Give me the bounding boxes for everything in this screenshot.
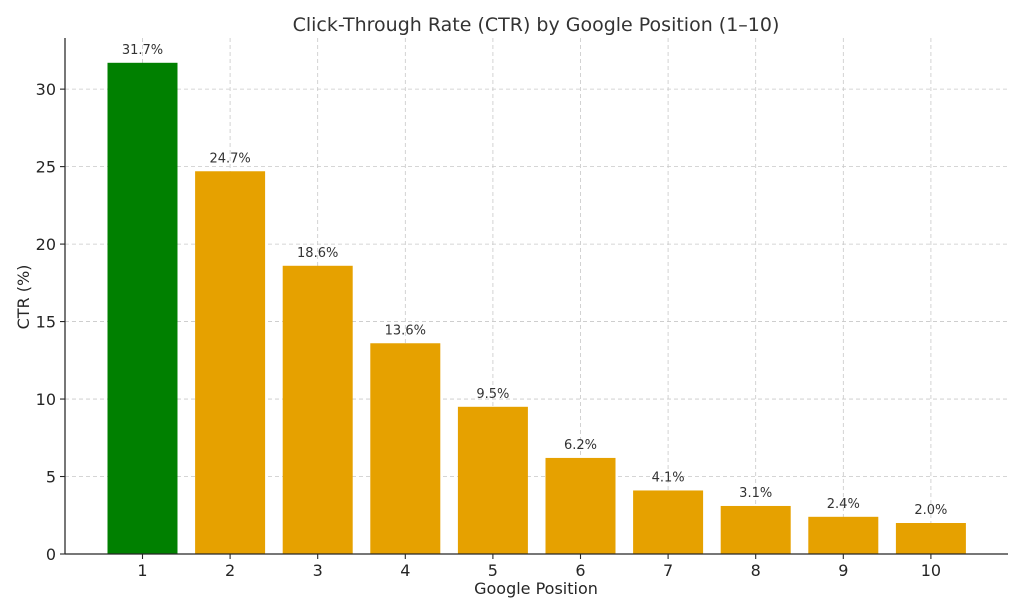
- data-labels: 31.7% 24.7% 18.6% 13.6% 9.5% 6.2% 4.1% 3.1% 2.4%…: [122, 43, 948, 518]
- x-tick-label-10: 10: [921, 561, 941, 580]
- y-tick-label-5: 5: [46, 468, 56, 487]
- bar-position-10: [895, 523, 966, 554]
- x-tick-label-5: 5: [488, 561, 498, 580]
- bar-position-2: [195, 171, 266, 554]
- data-label-position-6: 6.2%: [564, 438, 597, 453]
- axes: 0 5 10 15 20 25 30 1 2 3 4 5 6 7 8 9 10: [36, 38, 1008, 580]
- data-label-position-10: 2.0%: [914, 503, 947, 518]
- x-tick-label-7: 7: [663, 561, 673, 580]
- bar-position-8: [720, 505, 791, 554]
- x-axis-label: Google Position: [474, 579, 598, 598]
- bar-position-6: [545, 457, 616, 554]
- data-label-position-4: 13.6%: [385, 323, 426, 338]
- y-tick-label-15: 15: [36, 313, 56, 332]
- y-tick-label-30: 30: [36, 80, 56, 99]
- y-tick-label-0: 0: [46, 545, 56, 564]
- x-tick-label-9: 9: [838, 561, 848, 580]
- y-tick-label-20: 20: [36, 235, 56, 254]
- data-label-position-2: 24.7%: [209, 151, 250, 166]
- bar-position-3: [282, 265, 353, 554]
- x-tick-label-6: 6: [575, 561, 585, 580]
- bar-position-7: [633, 490, 704, 554]
- data-label-position-8: 3.1%: [739, 486, 772, 501]
- y-tick-label-25: 25: [36, 158, 56, 177]
- y-tick-label-10: 10: [36, 390, 56, 409]
- data-label-position-3: 18.6%: [297, 246, 338, 261]
- x-tick-label-1: 1: [137, 561, 147, 580]
- data-label-position-9: 2.4%: [827, 497, 860, 512]
- x-tick-label-4: 4: [400, 561, 410, 580]
- bar-position-5: [457, 406, 528, 554]
- x-tick-label-8: 8: [751, 561, 761, 580]
- x-tick-label-3: 3: [313, 561, 323, 580]
- y-axis-label: CTR (%): [14, 265, 33, 330]
- bar-position-1: [107, 62, 178, 555]
- bar-position-4: [370, 343, 441, 554]
- x-tick-label-2: 2: [225, 561, 235, 580]
- data-label-position-7: 4.1%: [652, 470, 685, 485]
- bar-position-9: [808, 516, 879, 554]
- chart-title: Click-Through Rate (CTR) by Google Posit…: [293, 14, 780, 36]
- data-label-position-5: 9.5%: [476, 387, 509, 402]
- bars: [107, 62, 966, 555]
- data-label-position-1: 31.7%: [122, 43, 163, 58]
